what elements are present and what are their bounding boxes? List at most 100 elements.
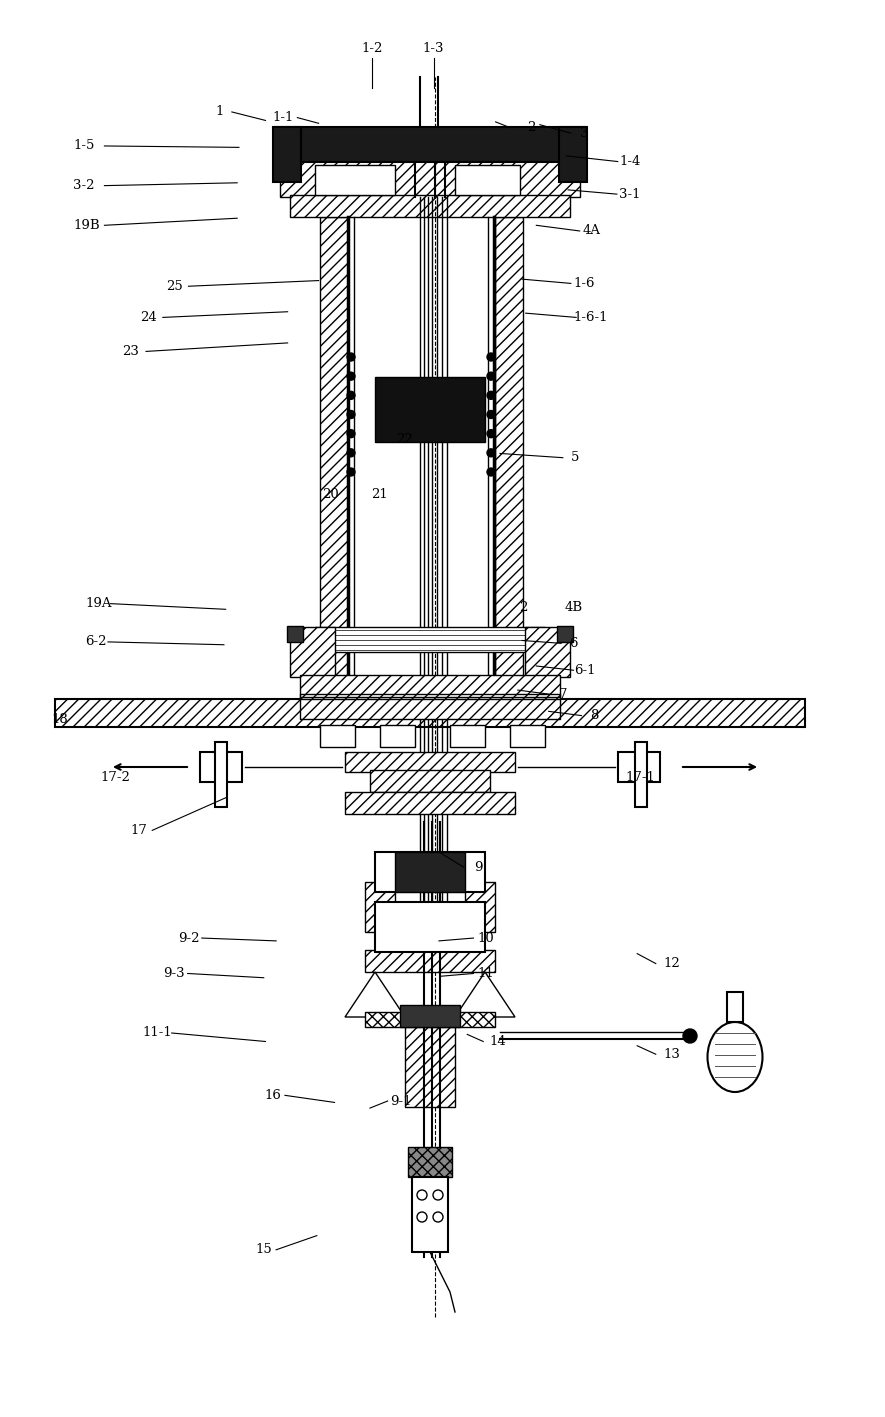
Circle shape — [347, 429, 355, 438]
Circle shape — [347, 353, 355, 361]
Text: 11: 11 — [478, 966, 494, 981]
Circle shape — [487, 373, 495, 380]
Bar — [635, 743, 647, 808]
Bar — [400, 1005, 460, 1027]
Text: 9: 9 — [473, 860, 482, 874]
Bar — [345, 792, 515, 813]
Circle shape — [487, 411, 495, 418]
Bar — [559, 128, 587, 181]
Bar — [275, 128, 585, 162]
Circle shape — [487, 449, 495, 456]
Bar — [365, 949, 495, 972]
Bar — [727, 992, 743, 1022]
Bar — [375, 903, 485, 952]
Bar — [315, 164, 395, 196]
Bar — [370, 769, 490, 792]
Text: 11-1: 11-1 — [142, 1026, 173, 1040]
Bar — [300, 694, 560, 718]
Text: 1-4: 1-4 — [620, 154, 641, 169]
Text: 17-2: 17-2 — [100, 771, 130, 785]
Text: 18: 18 — [52, 713, 68, 727]
Text: 2: 2 — [527, 120, 535, 135]
Circle shape — [683, 1029, 697, 1043]
Text: 15: 15 — [256, 1243, 272, 1257]
Bar — [200, 752, 242, 782]
Text: 6-1: 6-1 — [574, 663, 596, 677]
Bar — [287, 626, 303, 642]
Bar — [315, 626, 545, 652]
Text: 14: 14 — [490, 1034, 506, 1049]
Text: 5: 5 — [571, 451, 580, 465]
Text: 1: 1 — [215, 105, 224, 119]
Bar — [365, 881, 395, 932]
Circle shape — [487, 391, 495, 400]
Bar — [375, 377, 485, 442]
Bar — [395, 852, 465, 891]
Bar — [525, 626, 570, 677]
Circle shape — [487, 429, 495, 438]
Circle shape — [347, 468, 355, 476]
Text: 3-1: 3-1 — [620, 187, 641, 201]
Bar — [365, 1012, 495, 1027]
Text: 4B: 4B — [565, 601, 582, 615]
Bar — [495, 217, 523, 687]
Text: 13: 13 — [663, 1047, 681, 1061]
Bar — [290, 196, 570, 217]
Circle shape — [347, 373, 355, 380]
Bar — [405, 1027, 455, 1107]
Text: 19A: 19A — [86, 597, 112, 611]
Bar — [412, 1178, 448, 1253]
Text: 24: 24 — [141, 310, 157, 324]
Ellipse shape — [707, 1022, 763, 1093]
Circle shape — [347, 391, 355, 400]
Text: 1-2: 1-2 — [361, 41, 382, 55]
Text: 3-2: 3-2 — [73, 179, 95, 193]
Text: 22: 22 — [396, 432, 412, 446]
Bar — [380, 726, 415, 747]
Text: 10: 10 — [478, 931, 494, 945]
Text: 1-6-1: 1-6-1 — [574, 310, 608, 324]
Text: 6: 6 — [569, 636, 578, 650]
Circle shape — [487, 353, 495, 361]
Text: 19B: 19B — [73, 218, 100, 232]
Text: 21: 21 — [372, 487, 388, 502]
Polygon shape — [345, 972, 405, 1017]
Bar — [345, 752, 515, 772]
Text: 20: 20 — [323, 487, 339, 502]
Text: 9-3: 9-3 — [164, 966, 185, 981]
Bar — [300, 697, 560, 699]
Bar — [455, 164, 520, 196]
Text: 23: 23 — [122, 344, 140, 359]
Polygon shape — [455, 972, 515, 1017]
Circle shape — [487, 468, 495, 476]
Bar — [450, 726, 485, 747]
Text: 1-3: 1-3 — [423, 41, 444, 55]
Text: 12: 12 — [664, 956, 680, 971]
Text: 4A: 4A — [582, 224, 600, 238]
Bar — [320, 726, 355, 747]
Text: 25: 25 — [166, 279, 182, 293]
Text: 2: 2 — [519, 601, 527, 615]
Bar — [280, 162, 580, 197]
Text: 17-1: 17-1 — [626, 771, 656, 785]
Bar — [408, 1146, 452, 1178]
Text: 1-6: 1-6 — [573, 276, 595, 290]
Text: 1-5: 1-5 — [73, 139, 95, 153]
Bar — [557, 626, 573, 642]
Text: 8: 8 — [590, 708, 599, 723]
Text: 3: 3 — [580, 126, 589, 140]
Bar — [273, 128, 301, 181]
Bar — [55, 699, 805, 727]
Bar — [465, 881, 495, 932]
Bar — [290, 626, 335, 677]
Text: 1-1: 1-1 — [273, 111, 294, 125]
Bar — [320, 217, 348, 687]
Bar — [215, 743, 227, 808]
Text: 9-2: 9-2 — [178, 931, 199, 945]
Text: 17: 17 — [130, 823, 148, 837]
Bar — [618, 752, 660, 782]
Text: 9-1: 9-1 — [390, 1094, 412, 1108]
Text: 6-2: 6-2 — [85, 635, 106, 649]
Circle shape — [347, 411, 355, 418]
Bar — [375, 852, 485, 891]
